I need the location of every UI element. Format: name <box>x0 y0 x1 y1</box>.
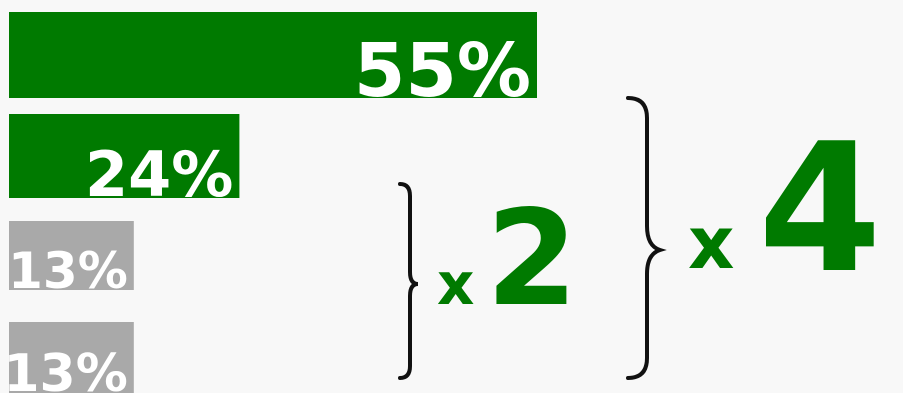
brace-small <box>398 182 419 380</box>
multiplier-large-prefix: x <box>688 201 734 285</box>
bar-1 <box>9 12 537 98</box>
bar-3 <box>9 221 134 290</box>
brace-large <box>626 96 667 380</box>
bar-2 <box>9 114 240 198</box>
multiplier-small-value: 2 <box>486 182 578 336</box>
bar-label-4: 13% <box>3 344 127 393</box>
bar-label-1: 55% <box>354 28 531 114</box>
bar-4 <box>9 322 134 393</box>
bars-group: 55% 24% 13% 13% <box>3 12 537 393</box>
bar-label-2: 24% <box>85 138 233 211</box>
multiplier-small-prefix: x <box>437 250 474 318</box>
multiplier-large-value: 4 <box>758 105 882 312</box>
bar-label-3: 13% <box>8 242 128 300</box>
